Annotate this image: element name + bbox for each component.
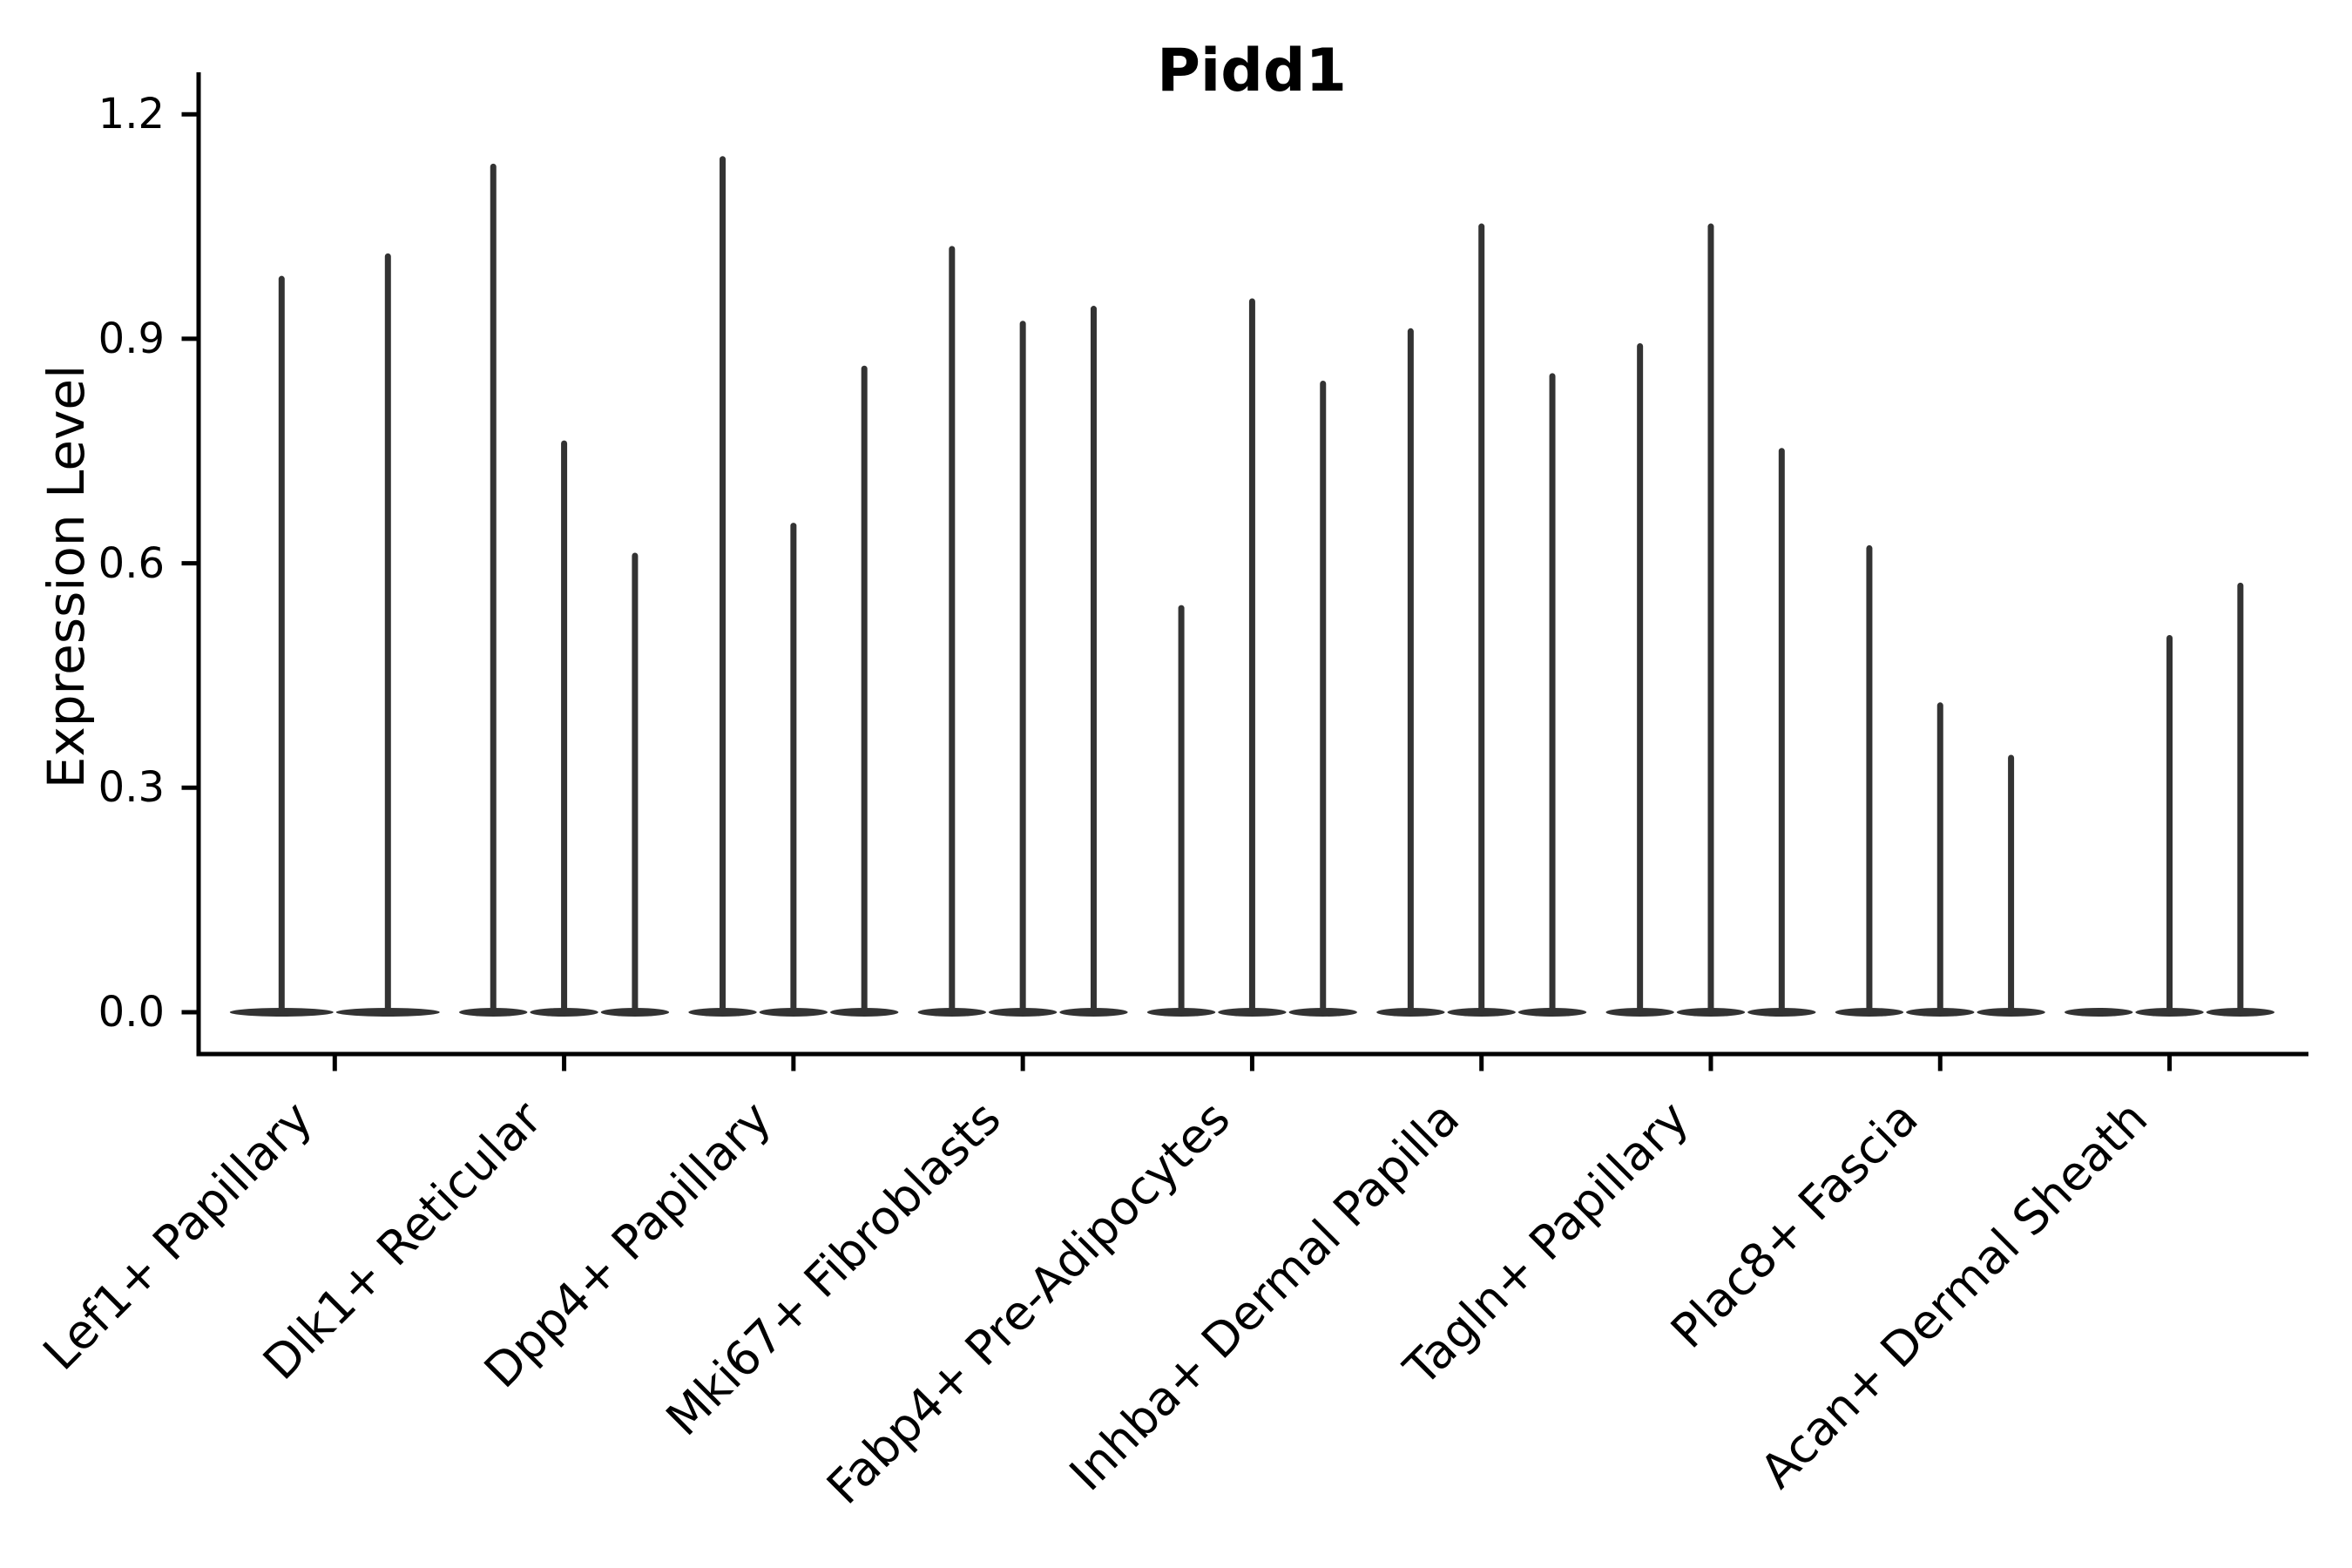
y-tick-label: 0.3 xyxy=(98,763,165,813)
y-tick-label: 1.2 xyxy=(98,90,165,139)
y-tick-label: 0.6 xyxy=(98,538,165,588)
y-tick-label: 0.0 xyxy=(98,988,165,1037)
plot-title: Pidd1 xyxy=(1157,37,1347,105)
y-tick-label: 0.9 xyxy=(98,314,165,363)
y-axis-label: Expression Level xyxy=(37,364,96,789)
violin-base xyxy=(2065,1008,2133,1017)
